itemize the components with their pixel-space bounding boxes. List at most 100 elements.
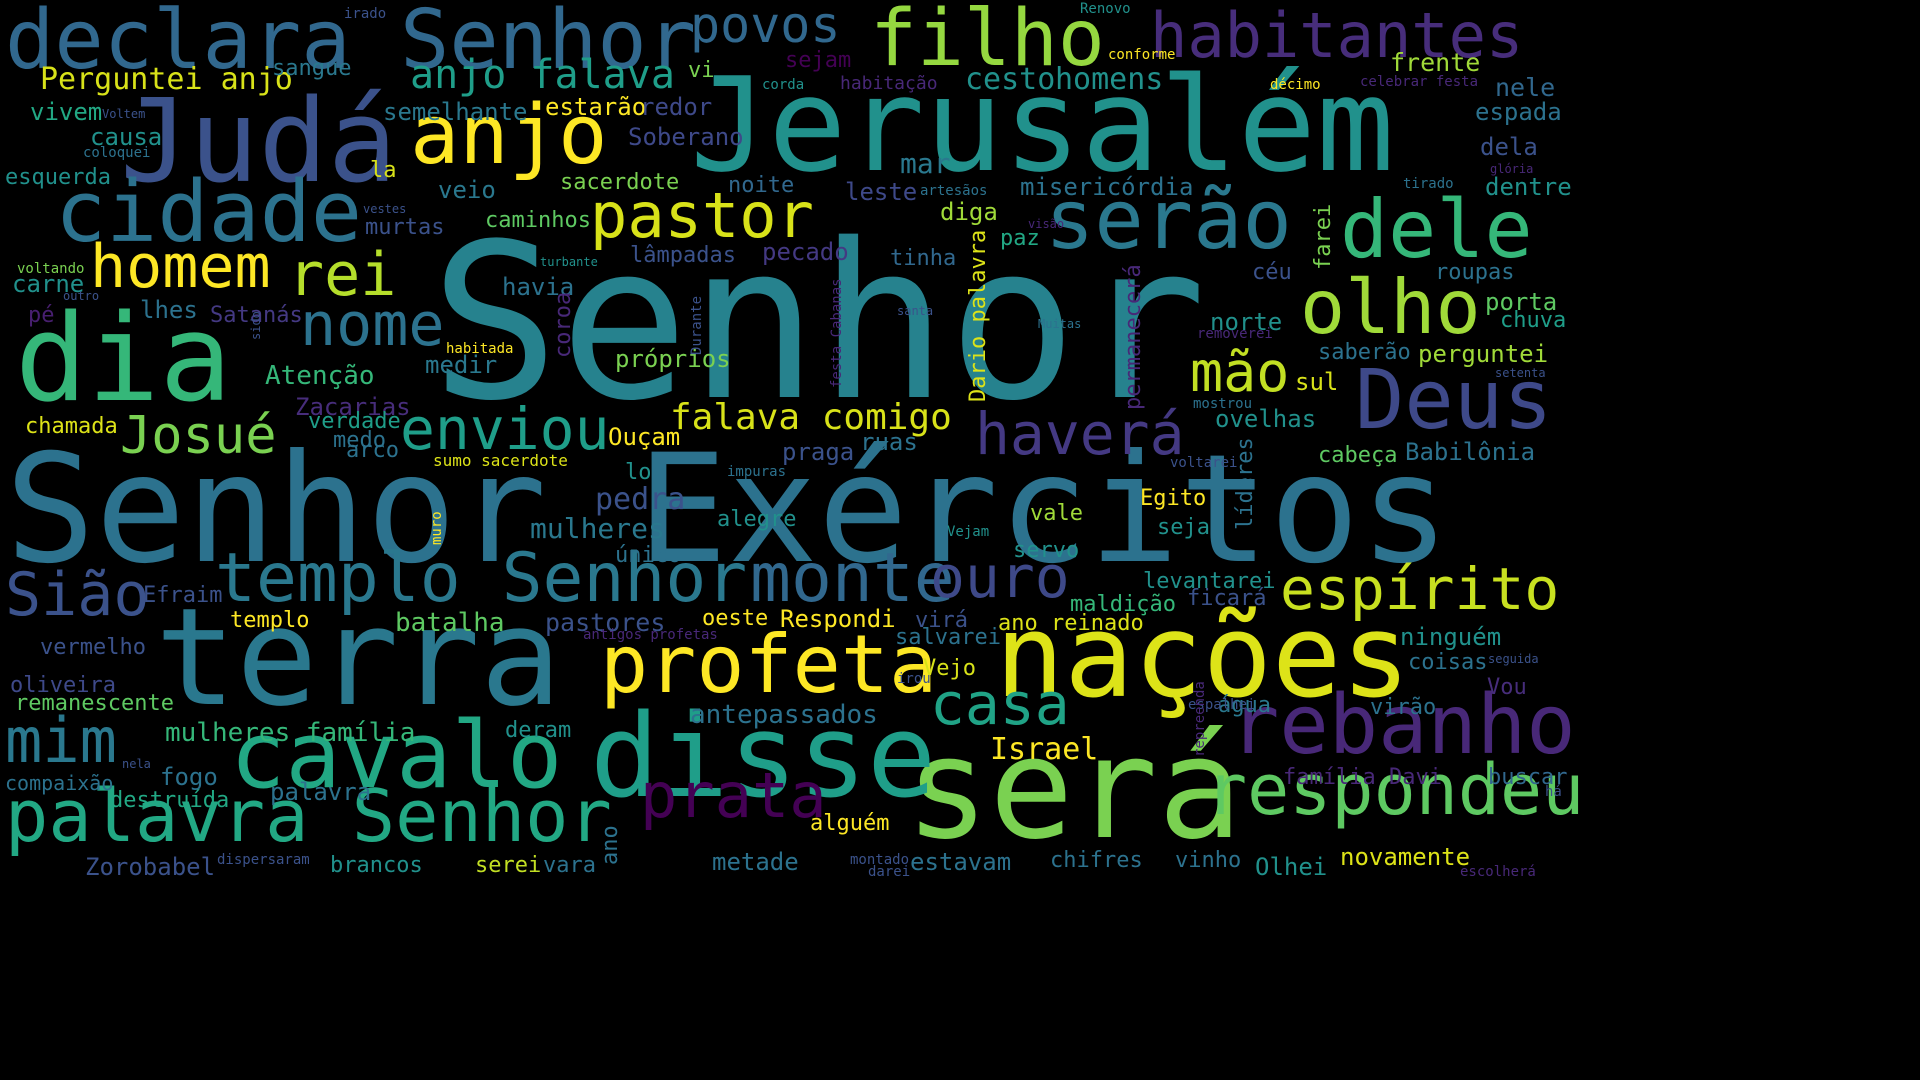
cloud-word-ano-reinado: ano reinado xyxy=(998,611,1144,636)
cloud-word-ouro: ouro xyxy=(930,543,1070,611)
cloud-word-rebanho: rebanho xyxy=(1230,678,1576,773)
cloud-word-egito: Egito xyxy=(1140,486,1207,511)
cloud-word-voltarei: voltarei xyxy=(1170,455,1238,471)
cloud-word-vi: vi xyxy=(688,58,715,83)
cloud-word-soberano: Soberano xyxy=(628,123,744,151)
cloud-word-misericordia: misericórdia xyxy=(1020,173,1194,201)
cloud-word-pe: pé xyxy=(28,303,55,328)
cloud-word-veio: veio xyxy=(438,176,496,204)
cloud-word-alegre: alegre xyxy=(717,507,797,532)
cloud-word-habitantes: habitantes xyxy=(1150,0,1524,72)
cloud-word-redor: redor xyxy=(640,93,713,121)
cloud-word-babilonia: Babilônia xyxy=(1405,438,1536,466)
cloud-word-mulheres-familia: mulheres família xyxy=(165,718,416,748)
cloud-word-decimo: décimo xyxy=(1270,77,1321,93)
cloud-word-casa: casa xyxy=(930,670,1070,738)
cloud-word-serei: serei xyxy=(475,853,542,878)
cloud-word-vejam: Vejam xyxy=(947,524,990,540)
cloud-word-causa: causa xyxy=(90,123,163,151)
cloud-word-visao: visão xyxy=(1028,217,1065,231)
cloud-word-removerei: removerei xyxy=(1197,326,1273,342)
cloud-word-arco: arco xyxy=(346,438,399,463)
cloud-word-nele: nele xyxy=(1495,73,1556,102)
cloud-word-sejam: sejam xyxy=(785,48,852,73)
cloud-word-durante: Durante xyxy=(689,295,705,355)
cloud-word-dia: dia xyxy=(15,290,232,429)
cloud-word-espalhei: espalhei xyxy=(1188,697,1256,713)
cloud-word-ficara: ficará xyxy=(1187,586,1267,611)
cloud-word-roupas: roupas xyxy=(1435,260,1515,285)
cloud-word-mostrou: mostrou xyxy=(1193,396,1253,412)
cloud-word-chuva: chuva xyxy=(1500,308,1567,333)
cloud-word-seja: seja xyxy=(1157,515,1210,540)
cloud-word-medir: medir xyxy=(425,351,498,379)
cloud-word-muitas: Muitas xyxy=(1038,317,1082,331)
cloud-word-seguida: seguida xyxy=(1488,652,1539,666)
cloud-word-medo: medo xyxy=(333,428,386,453)
cloud-word-deus: Deus xyxy=(1355,353,1553,448)
cloud-word-celebrar-festa: celebrar festa xyxy=(1360,74,1479,90)
cloud-word-jerusalem: Jerusalém xyxy=(690,49,1395,201)
cloud-word-perguntei: perguntei xyxy=(1418,340,1549,368)
cloud-word-maldicao: maldição xyxy=(1070,592,1176,617)
cloud-word-vejo: Vejo xyxy=(923,656,976,681)
cloud-word-compaixao: compaixão xyxy=(5,771,114,795)
cloud-word-impuras: impuras xyxy=(727,464,787,480)
cloud-word-israel: Israel xyxy=(990,732,1099,767)
cloud-word-caminhos: caminhos xyxy=(485,208,591,233)
cloud-word-proprios: próprios xyxy=(615,345,731,373)
cloud-word-familia-davi: família Davi xyxy=(1283,765,1442,790)
cloud-word-falava-comigo: falava comigo xyxy=(670,397,952,438)
cloud-word-leste: leste xyxy=(845,178,918,206)
cloud-word-serao: serão xyxy=(1045,173,1292,268)
cloud-word-praga: praga xyxy=(782,438,855,466)
cloud-word-palavra-senhor: palavra Senhor xyxy=(5,774,612,858)
cloud-word-carne: carne xyxy=(12,270,85,298)
cloud-word-norte: norte xyxy=(1210,308,1283,336)
cloud-word-perguntei-anjo: Perguntei anjo xyxy=(40,62,293,97)
cloud-word-antigos-profetas: antigos profetas xyxy=(583,627,718,643)
cloud-word-vermelho: vermelho xyxy=(40,635,146,660)
cloud-word-coloquei: coloquei xyxy=(83,145,151,161)
cloud-word-olho: olho xyxy=(1300,263,1481,351)
cloud-word-mao: mão xyxy=(1190,340,1290,404)
cloud-word-pecado: pecado xyxy=(762,238,849,266)
cloud-word-ovelhas: ovelhas xyxy=(1215,405,1317,433)
cloud-word-senhor-exercitos: Senhor Exércitos xyxy=(5,423,1450,597)
cloud-word-deram: deram xyxy=(505,718,572,743)
cloud-word-montado: montado xyxy=(850,852,910,868)
cloud-word-josue: Josué xyxy=(120,406,277,466)
cloud-word-rei: rei xyxy=(288,240,397,310)
cloud-word-homens: homens xyxy=(1055,62,1164,97)
cloud-word-levantarei: levantarei xyxy=(1143,569,1276,594)
cloud-word-vinho: vinho xyxy=(1175,848,1242,873)
cloud-word-noite: noite xyxy=(728,173,795,198)
cloud-word-prata: prata xyxy=(640,759,827,832)
cloud-word-profeta: profeta xyxy=(600,618,938,711)
cloud-word-enviou: enviou xyxy=(400,395,610,463)
cloud-word-cavalo: cavalo xyxy=(230,702,563,809)
cloud-word-respondeu: respondeu xyxy=(1205,749,1585,831)
cloud-word-sido: sido xyxy=(249,311,263,340)
cloud-word-ninguem: ninguém xyxy=(1400,623,1502,651)
cloud-word-nela: nela xyxy=(122,757,151,771)
cloud-word-povos: povos xyxy=(690,0,841,54)
cloud-word-disse: disse xyxy=(590,690,937,824)
cloud-word-buscar: buscar xyxy=(1488,765,1568,790)
cloud-word-oucam: Ouçam xyxy=(608,423,681,451)
cloud-word-anjo-falava: anjo falava xyxy=(410,52,675,98)
cloud-word-agua: água xyxy=(1218,693,1271,718)
cloud-word-sul: sul xyxy=(1295,368,1339,396)
cloud-word-antepassados: antepassados xyxy=(690,700,878,730)
cloud-word-mar: mar xyxy=(900,147,951,180)
cloud-word-estavam: estavam xyxy=(910,848,1012,876)
cloud-word-havera: haverá xyxy=(975,400,1185,468)
cloud-word-fogo: fogo xyxy=(160,763,218,791)
cloud-word-ano: ano xyxy=(598,825,623,865)
cloud-word-pastores: pastores xyxy=(545,608,666,637)
cloud-word-corda: corda xyxy=(762,77,805,93)
cloud-word-templo-senhor: templo Senhor xyxy=(215,539,748,618)
cloud-word-ceu: céu xyxy=(1252,260,1292,285)
cloud-word-nome: nome xyxy=(300,290,445,360)
